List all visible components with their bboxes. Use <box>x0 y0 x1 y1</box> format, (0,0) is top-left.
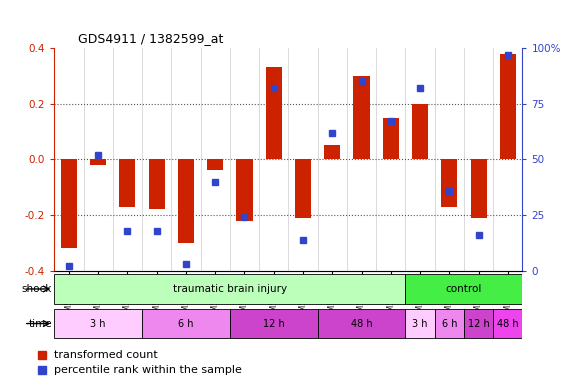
Bar <box>405 309 435 338</box>
Bar <box>61 159 77 248</box>
Bar <box>441 159 457 207</box>
Bar <box>464 309 493 338</box>
Text: GDS4911 / 1382599_at: GDS4911 / 1382599_at <box>78 32 223 45</box>
Bar <box>178 159 194 243</box>
Bar <box>324 146 340 159</box>
Bar <box>54 274 405 304</box>
Bar <box>412 104 428 159</box>
Bar <box>148 159 164 210</box>
Bar <box>142 309 230 338</box>
Bar <box>207 159 223 170</box>
Text: percentile rank within the sample: percentile rank within the sample <box>54 366 242 376</box>
Bar <box>383 118 399 159</box>
Bar <box>295 159 311 218</box>
Bar <box>317 309 405 338</box>
Bar <box>500 54 516 159</box>
Bar <box>119 159 135 207</box>
Text: 3 h: 3 h <box>412 318 428 329</box>
Text: shock: shock <box>22 284 52 294</box>
Text: 3 h: 3 h <box>90 318 106 329</box>
Text: 48 h: 48 h <box>351 318 372 329</box>
Text: traumatic brain injury: traumatic brain injury <box>173 284 287 294</box>
Bar <box>435 309 464 338</box>
Bar <box>405 274 522 304</box>
Bar <box>471 159 486 218</box>
Bar <box>266 68 282 159</box>
Text: 48 h: 48 h <box>497 318 518 329</box>
Text: 6 h: 6 h <box>441 318 457 329</box>
Bar <box>90 159 106 165</box>
Bar <box>353 76 369 159</box>
Bar <box>54 309 142 338</box>
Text: 6 h: 6 h <box>178 318 194 329</box>
Bar <box>230 309 317 338</box>
Text: 12 h: 12 h <box>468 318 489 329</box>
Bar <box>493 309 522 338</box>
Text: control: control <box>446 284 482 294</box>
Text: transformed count: transformed count <box>54 350 158 360</box>
Text: time: time <box>29 318 52 329</box>
Text: 12 h: 12 h <box>263 318 284 329</box>
Bar <box>236 159 252 220</box>
